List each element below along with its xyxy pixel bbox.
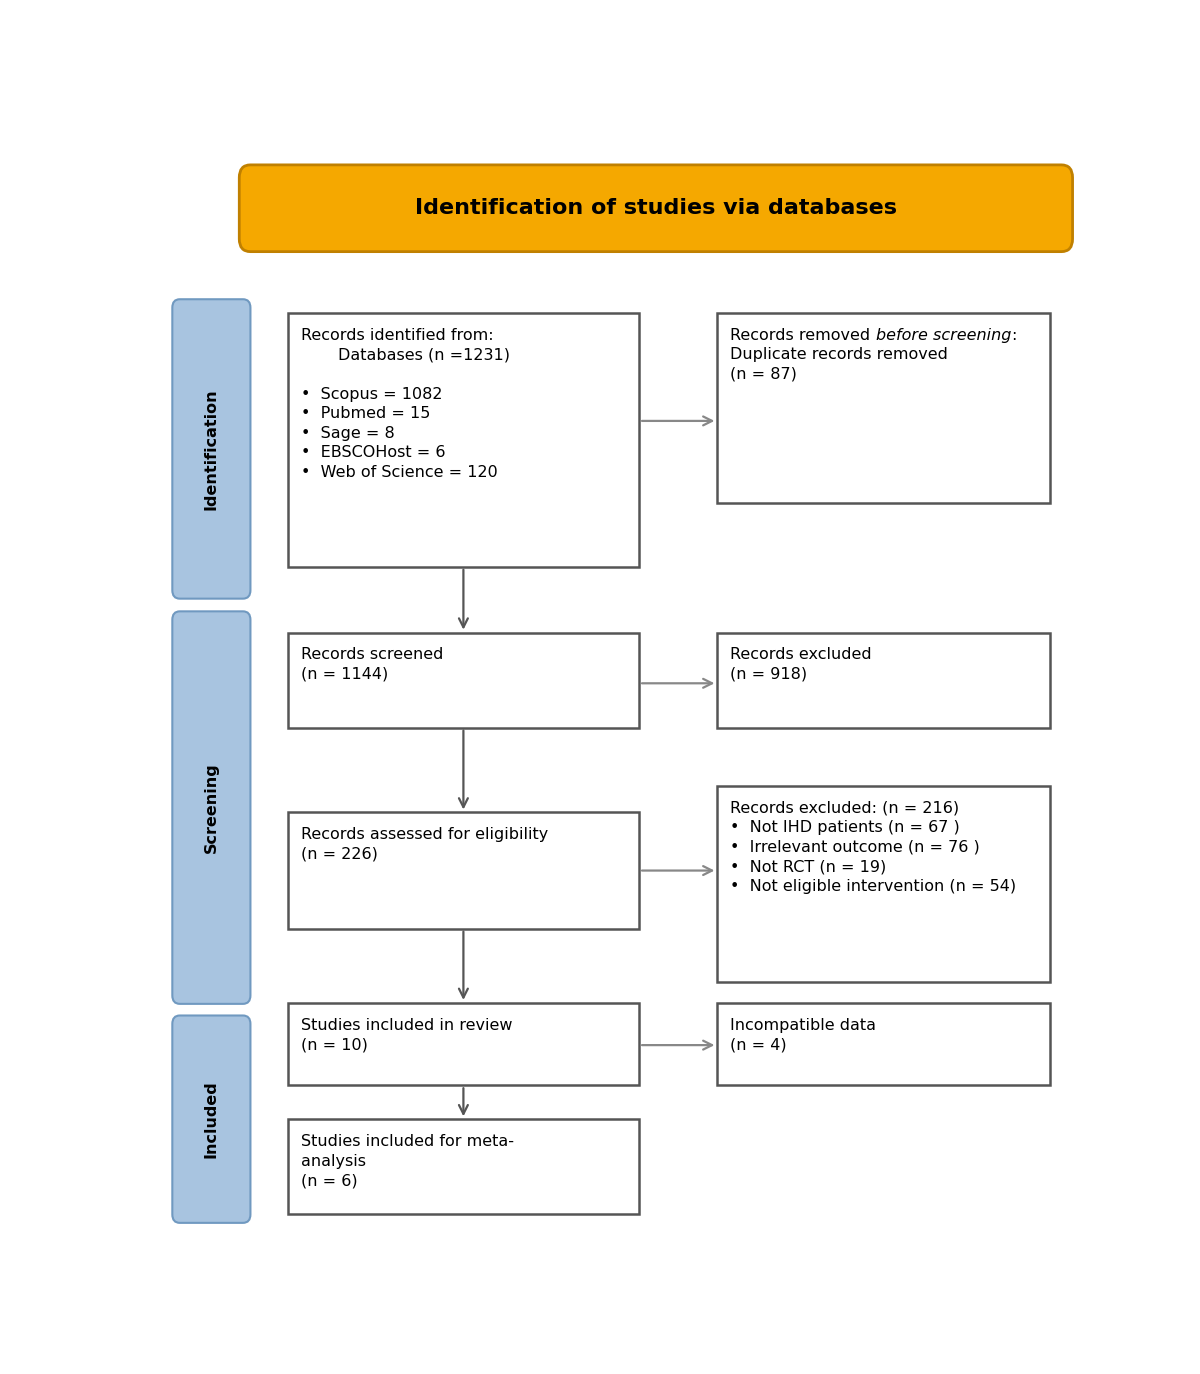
FancyBboxPatch shape [718, 632, 1050, 728]
Text: (n = 226): (n = 226) [301, 846, 378, 861]
Text: •  Sage = 8: • Sage = 8 [301, 426, 395, 441]
Text: (n = 918): (n = 918) [731, 666, 808, 682]
FancyBboxPatch shape [288, 313, 640, 567]
Text: •  Pubmed = 15: • Pubmed = 15 [301, 407, 430, 420]
Text: (n = 87): (n = 87) [731, 367, 797, 382]
FancyBboxPatch shape [288, 632, 640, 728]
Text: Studies included for meta-: Studies included for meta- [301, 1134, 514, 1149]
Text: Records excluded: Records excluded [731, 647, 872, 662]
Text: •  EBSCOHost = 6: • EBSCOHost = 6 [301, 445, 445, 460]
Text: Studies included in review: Studies included in review [301, 1018, 512, 1033]
Text: :: : [1010, 328, 1016, 342]
Text: before screening: before screening [876, 328, 1010, 342]
FancyBboxPatch shape [173, 300, 251, 599]
FancyBboxPatch shape [288, 1120, 640, 1215]
Text: •  Scopus = 1082: • Scopus = 1082 [301, 386, 442, 401]
Text: Records screened: Records screened [301, 647, 443, 662]
Text: Records assessed for eligibility: Records assessed for eligibility [301, 827, 548, 842]
Text: Records identified from:: Records identified from: [301, 328, 493, 342]
Text: analysis: analysis [301, 1154, 366, 1168]
Text: •  Web of Science = 120: • Web of Science = 120 [301, 464, 498, 480]
FancyBboxPatch shape [173, 1015, 251, 1223]
Text: (n = 10): (n = 10) [301, 1037, 367, 1052]
Text: •  Not IHD patients (n = 67 ): • Not IHD patients (n = 67 ) [731, 820, 960, 835]
Text: •  Irrelevant outcome (n = 76 ): • Irrelevant outcome (n = 76 ) [731, 840, 980, 855]
Text: •  Not RCT (n = 19): • Not RCT (n = 19) [731, 860, 887, 874]
FancyBboxPatch shape [718, 786, 1050, 981]
Text: Databases (n =1231): Databases (n =1231) [338, 348, 510, 363]
FancyBboxPatch shape [718, 1003, 1050, 1085]
Text: Identification of studies via databases: Identification of studies via databases [415, 198, 896, 218]
Text: (n = 4): (n = 4) [731, 1037, 787, 1052]
FancyBboxPatch shape [173, 611, 251, 1004]
Text: •  Not eligible intervention (n = 54): • Not eligible intervention (n = 54) [731, 879, 1016, 894]
FancyBboxPatch shape [239, 165, 1073, 251]
Text: Records excluded: (n = 216): Records excluded: (n = 216) [731, 801, 960, 816]
Text: (n = 6): (n = 6) [301, 1173, 358, 1189]
FancyBboxPatch shape [288, 812, 640, 929]
Text: Incompatible data: Incompatible data [731, 1018, 876, 1033]
Text: Duplicate records removed: Duplicate records removed [731, 348, 948, 363]
FancyBboxPatch shape [718, 313, 1050, 503]
Text: Identification: Identification [204, 387, 218, 510]
Text: Records removed: Records removed [731, 328, 876, 342]
Text: Screening: Screening [204, 763, 218, 853]
Text: Included: Included [204, 1080, 218, 1158]
FancyBboxPatch shape [288, 1003, 640, 1085]
Text: (n = 1144): (n = 1144) [301, 666, 388, 682]
